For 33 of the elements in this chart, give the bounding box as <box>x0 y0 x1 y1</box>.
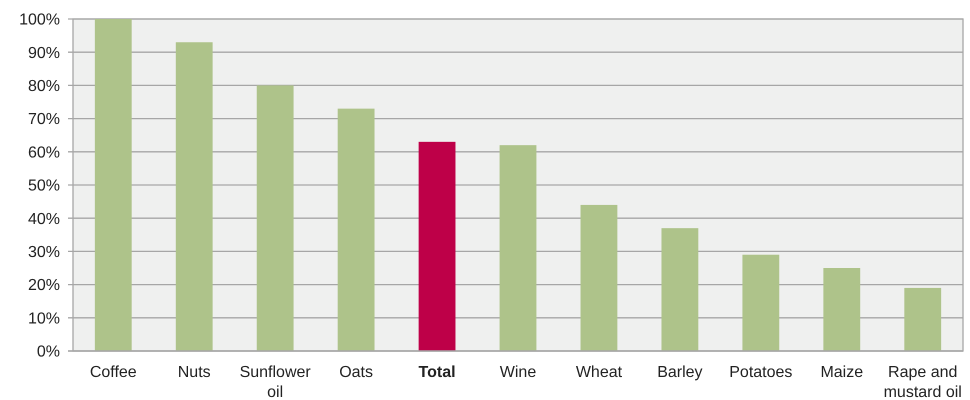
y-tick-label: 40% <box>28 210 60 228</box>
y-tick-label: 30% <box>28 244 60 261</box>
x-tick-label: Wine <box>500 364 536 381</box>
x-tick-label: Coffee <box>90 364 137 381</box>
y-tick-label: 90% <box>28 44 60 62</box>
x-tick-label: Potatoes <box>729 364 792 381</box>
y-tick-label: 20% <box>28 277 60 294</box>
y-tick-label: 0% <box>36 344 60 361</box>
bar <box>823 268 860 351</box>
bar <box>418 142 456 351</box>
x-tick-label: Total <box>418 364 456 381</box>
bar <box>94 19 132 351</box>
x-tick-label: Rape and mustard oil <box>884 364 962 400</box>
x-tick-label: Oats <box>339 364 374 381</box>
y-tick-label: 100% <box>19 12 60 29</box>
bar <box>176 42 213 351</box>
x-tick-label: Wheat <box>576 364 623 381</box>
y-tick-label: 80% <box>28 78 60 95</box>
bar <box>256 85 294 351</box>
bar <box>500 145 536 351</box>
bar <box>904 288 942 351</box>
x-tick-label: Nuts <box>178 364 211 381</box>
y-tick-label: 60% <box>28 144 60 162</box>
x-tick-label: Barley <box>657 364 703 381</box>
y-tick-label: 50% <box>28 178 60 195</box>
x-tick-label: Sunflower oil <box>240 364 312 400</box>
bar <box>338 108 375 351</box>
bar <box>580 204 618 351</box>
x-tick-label: Maize <box>820 364 864 381</box>
y-tick-label: 10% <box>28 310 60 328</box>
y-tick-label: 70% <box>28 111 60 128</box>
bar <box>742 254 780 351</box>
bar <box>661 228 698 351</box>
